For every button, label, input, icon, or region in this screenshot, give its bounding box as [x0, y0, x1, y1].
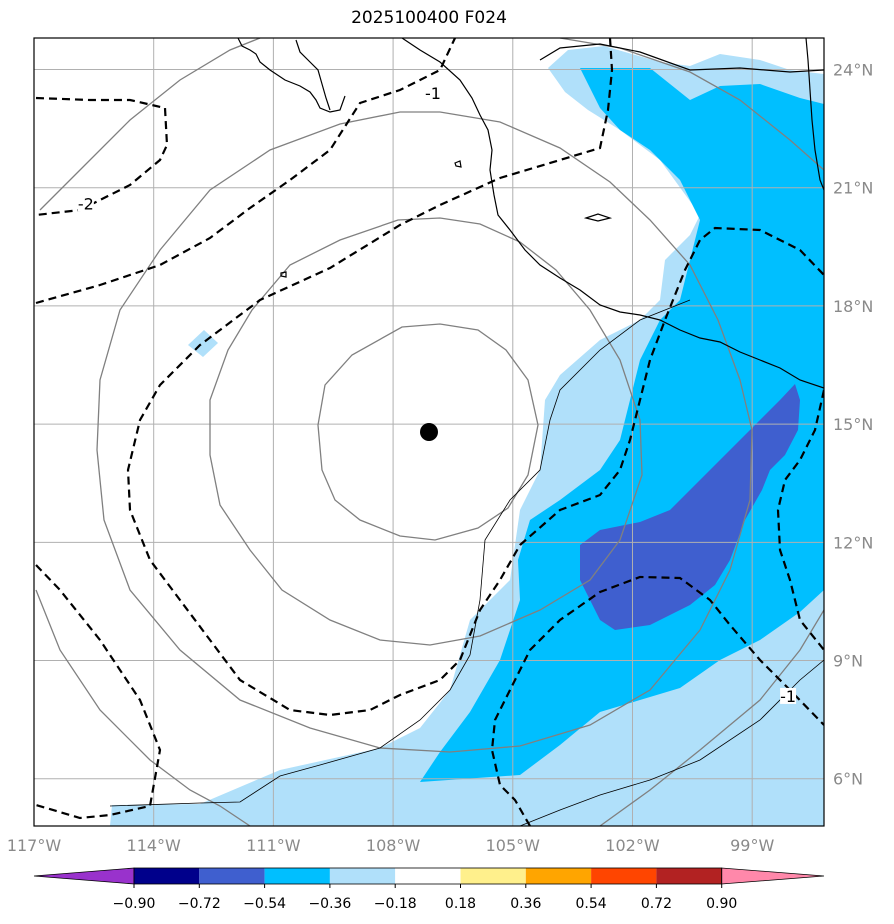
lat-tick-label: 18°N: [833, 297, 873, 316]
colorbar-high-extend: [721, 867, 825, 885]
colorbar-labels: −0.90 −0.72 −0.54 −0.36 −0.18 0.18 0.36 0.54 0.7…: [113, 884, 737, 912]
lon-tick-label: 117°W: [7, 836, 62, 855]
lon-tick-label: 114°W: [127, 836, 182, 855]
blue-shading: [420, 68, 824, 782]
contour-label-bg: [780, 687, 797, 704]
colorbar-segment: [591, 868, 657, 884]
contour-label: -1: [780, 687, 796, 706]
contour-labels: -2 -1 -1: [77, 84, 797, 706]
colorbar-segment: [329, 868, 396, 884]
colorbar-segment: [264, 868, 330, 884]
coastlines: [237, 38, 824, 389]
colorbar-segment: [395, 868, 461, 884]
colorbar-tick-label: 0.72: [641, 896, 672, 912]
map-title: 2025100400 F024: [351, 8, 507, 28]
colorbar: [33, 867, 825, 885]
lat-tick-label: 15°N: [833, 415, 873, 434]
colorbar-segment: [199, 868, 265, 884]
longitude-tick-labels: 117°W 114°W 111°W 108°W 105°W 102°W 99°W: [7, 836, 775, 855]
lon-tick-label: 99°W: [730, 836, 774, 855]
lat-tick-label: 21°N: [833, 179, 873, 198]
colorbar-tick-label: 0.90: [706, 896, 737, 912]
colorbar-tick-label: −0.18: [374, 896, 417, 912]
colorbar-outline: [133, 867, 723, 885]
storm-center-marker: [420, 423, 438, 441]
thin-boundary-lines: [109, 299, 824, 826]
colorbar-segment: [460, 868, 526, 884]
colorbar-tick-label: −0.90: [113, 896, 156, 912]
contour-label-bg: [424, 85, 441, 102]
dark-blue-shading: [580, 384, 800, 630]
lat-tick-label: 24°N: [833, 61, 873, 80]
gridlines: [34, 38, 824, 826]
lat-tick-label: 12°N: [833, 533, 873, 552]
grey-contour-rings: [35, 38, 824, 826]
lon-tick-label: 105°W: [486, 836, 541, 855]
lon-tick-label: 102°W: [605, 836, 660, 855]
lat-tick-label: 6°N: [833, 770, 863, 789]
contour-label: -2: [78, 194, 94, 213]
map-frame: [33, 37, 825, 827]
colorbar-segment: [525, 868, 592, 884]
colorbar-tick-label: −0.72: [178, 896, 221, 912]
colorbar-tick-label: −0.36: [308, 896, 351, 912]
contour-label-bg: [77, 195, 94, 212]
colorbar-tick-label: 0.18: [445, 896, 476, 912]
colorbar-segment: [134, 868, 200, 884]
lat-tick-label: 9°N: [833, 652, 863, 671]
dashed-contours: [35, 38, 824, 826]
lon-tick-label: 111°W: [246, 836, 301, 855]
colorbar-segment: [656, 868, 722, 884]
colorbar-low-extend: [33, 867, 135, 885]
latitude-tick-labels: 6°N 9°N 12°N 15°N 18°N 21°N 24°N: [833, 61, 873, 789]
colorbar-tick-label: 0.36: [510, 896, 541, 912]
lon-tick-label: 108°W: [366, 836, 421, 855]
colorbar-tick-label: 0.54: [576, 896, 607, 912]
contour-label: -1: [425, 84, 441, 103]
colorbar-tick-label: −0.54: [243, 896, 286, 912]
